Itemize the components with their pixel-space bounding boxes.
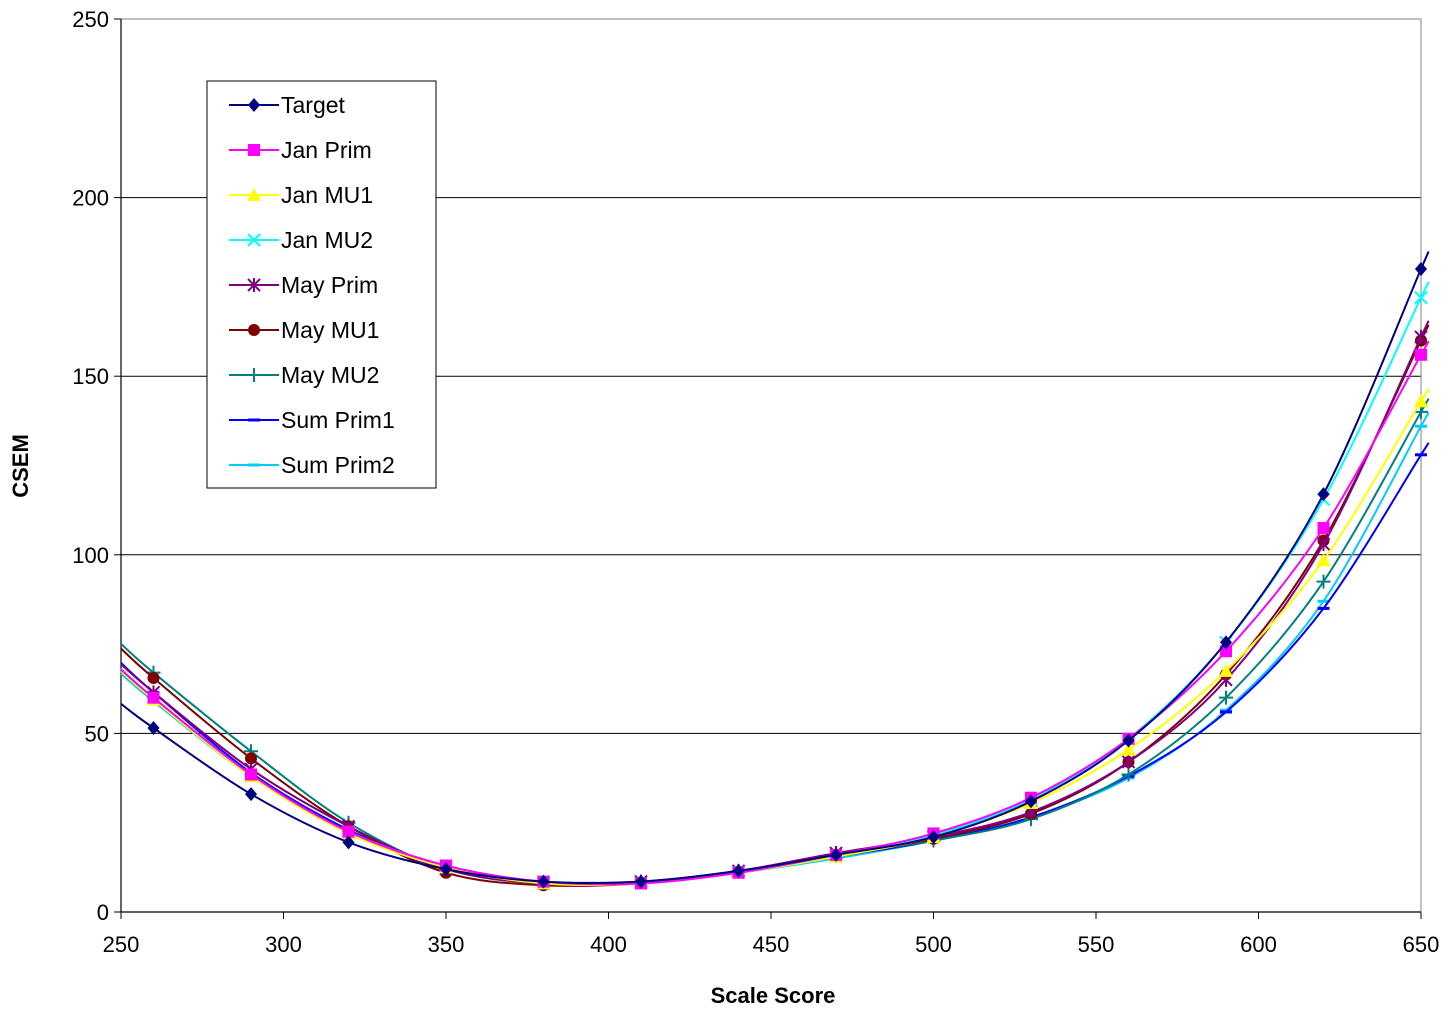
x-tick-label: 250 xyxy=(103,932,140,957)
data-point-marker xyxy=(1219,663,1233,677)
legend-item: May Prim xyxy=(229,272,378,298)
axes: 0 50 100 150 200 250 250 300 350 400 450 500 550 600 6… xyxy=(72,7,1439,957)
data-point-marker xyxy=(1220,710,1232,714)
legend-item: Jan MU2 xyxy=(229,227,373,253)
data-point-marker xyxy=(1317,599,1330,603)
data-point-marker xyxy=(1415,424,1427,428)
legend-label: Jan Prim xyxy=(281,137,372,163)
legend-label: Target xyxy=(281,92,346,118)
data-point-marker xyxy=(1415,262,1427,277)
series-target xyxy=(120,251,1430,889)
data-point-marker xyxy=(342,825,355,838)
data-point-marker xyxy=(635,874,647,889)
data-point-marker xyxy=(732,863,745,878)
data-point-marker xyxy=(1316,537,1331,552)
legend-label: May MU2 xyxy=(281,362,379,388)
y-tick-label: 0 xyxy=(97,900,109,925)
legend-item: May MU2 xyxy=(229,362,379,388)
legend-label: May Prim xyxy=(281,272,378,298)
data-point-marker xyxy=(1317,487,1330,502)
y-tick-label: 100 xyxy=(72,543,109,568)
data-point-marker xyxy=(1121,754,1136,769)
data-point-marker xyxy=(1121,767,1136,782)
legend-item: Jan Prim xyxy=(229,137,372,163)
data-point-marker xyxy=(440,862,452,877)
data-point-marker xyxy=(537,874,550,889)
data-point-marker xyxy=(1414,329,1428,344)
data-point-marker xyxy=(1414,394,1428,408)
data-point-marker xyxy=(248,418,260,422)
legend-item: Sum Prim1 xyxy=(229,407,395,433)
legend: Target Jan Prim Jan MU1 Jan MU2 May Prim May … xyxy=(206,80,437,489)
data-point-marker xyxy=(1219,690,1233,705)
y-tick-label: 150 xyxy=(72,364,109,389)
x-tick-label: 400 xyxy=(590,932,627,957)
data-point-marker xyxy=(1415,453,1427,457)
data-point-marker xyxy=(1316,574,1331,589)
y-tick-label: 250 xyxy=(72,7,109,32)
data-point-marker xyxy=(247,188,261,201)
x-tick-label: 450 xyxy=(753,932,790,957)
data-point-marker xyxy=(1316,553,1331,567)
series-lines xyxy=(120,251,1430,892)
x-tick-label: 650 xyxy=(1403,932,1440,957)
legend-item: Sum Prim2 xyxy=(229,452,395,478)
legend-label: Jan MU2 xyxy=(281,227,373,253)
x-tick-label: 350 xyxy=(428,932,465,957)
data-point-marker xyxy=(248,98,260,112)
data-point-marker xyxy=(245,752,257,765)
y-axis-title: CSEM xyxy=(8,434,33,498)
data-point-marker xyxy=(1122,733,1135,748)
legend-label: May MU1 xyxy=(281,317,379,343)
data-point-marker xyxy=(248,463,260,467)
legend-label: Sum Prim2 xyxy=(281,452,395,478)
legend-label: Jan MU1 xyxy=(281,182,373,208)
data-point-marker xyxy=(247,233,261,247)
legend-item: May MU1 xyxy=(229,317,379,343)
data-point-marker xyxy=(342,835,355,850)
data-point-marker xyxy=(927,829,940,844)
y-tick-label: 200 xyxy=(72,186,109,211)
x-tick-label: 500 xyxy=(915,932,952,957)
data-point-marker xyxy=(1025,794,1037,809)
data-point-marker xyxy=(1220,708,1232,712)
data-point-marker xyxy=(147,721,160,736)
data-point-marker xyxy=(147,672,160,685)
data-point-marker xyxy=(830,847,842,862)
data-point-marker xyxy=(147,691,160,704)
x-tick-label: 600 xyxy=(1240,932,1277,957)
x-axis-title: Scale Score xyxy=(711,983,836,1008)
data-point-marker xyxy=(245,787,257,802)
data-point-marker xyxy=(1317,606,1330,610)
series-line xyxy=(120,388,1430,887)
x-tick-label: 550 xyxy=(1078,932,1115,957)
legend-label: Sum Prim1 xyxy=(281,407,395,433)
data-point-marker xyxy=(248,144,260,156)
x-tick-label: 300 xyxy=(265,932,302,957)
legend-item: Jan MU1 xyxy=(229,182,373,208)
data-point-marker xyxy=(1220,635,1232,650)
data-point-marker xyxy=(1415,348,1427,361)
legend-item: Target xyxy=(229,92,346,118)
data-point-marker xyxy=(1220,645,1232,658)
data-point-marker xyxy=(248,324,260,336)
data-point-marker xyxy=(245,768,257,781)
data-point-marker xyxy=(1414,290,1428,305)
data-point-marker xyxy=(247,368,261,382)
data-point-marker xyxy=(1414,404,1428,419)
data-point-marker xyxy=(247,278,261,292)
y-tick-label: 50 xyxy=(85,721,109,746)
data-point-marker xyxy=(1317,522,1330,535)
data-point-marker xyxy=(1121,742,1136,756)
